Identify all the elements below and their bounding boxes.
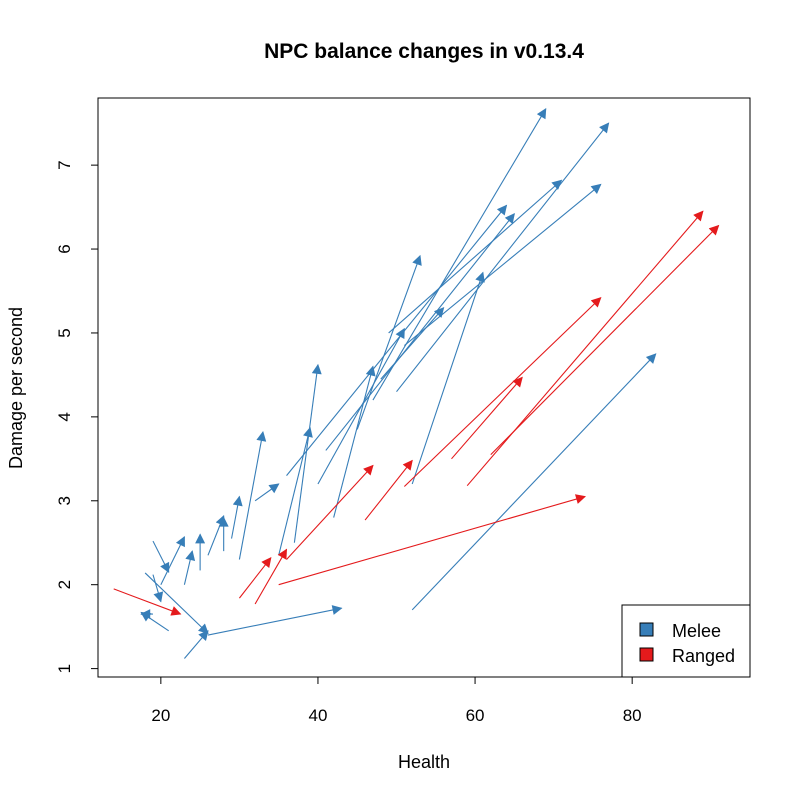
melee-arrow xyxy=(396,122,610,393)
x-tick-label: 40 xyxy=(308,706,327,725)
melee-arrow xyxy=(183,550,196,585)
y-tick-label: 1 xyxy=(55,664,74,673)
y-tick-label: 4 xyxy=(55,412,74,421)
legend-swatch-melee xyxy=(639,622,654,637)
melee-arrow xyxy=(388,179,563,334)
melee-arrow xyxy=(293,363,322,543)
legend-swatch-ranged xyxy=(639,647,654,662)
melee-arrow xyxy=(278,426,313,556)
melee-arrow xyxy=(356,254,422,430)
melee-arrow xyxy=(333,365,376,518)
ranged-arrow xyxy=(451,376,523,460)
ranged-arrow xyxy=(278,494,586,586)
legend-label-ranged: Ranged xyxy=(672,646,735,666)
x-axis-label: Health xyxy=(398,752,450,772)
melee-arrow xyxy=(152,574,164,603)
chart-title: NPC balance changes in v0.13.4 xyxy=(264,40,584,63)
melee-arrow xyxy=(140,611,170,632)
ranged-arrow xyxy=(254,548,288,605)
melee-arrow xyxy=(231,495,243,539)
melee-arrow xyxy=(207,605,343,636)
x-tick-label: 20 xyxy=(151,706,170,725)
y-axis: 1 2 3 4 5 6 7 xyxy=(55,160,99,673)
melee-arrow xyxy=(144,572,209,635)
ranged-arrow xyxy=(286,464,374,560)
x-tick-label: 80 xyxy=(623,706,642,725)
y-tick-label: 6 xyxy=(55,244,74,253)
melee-arrow xyxy=(238,430,267,560)
melee-arrow xyxy=(286,204,508,476)
melee-arrow xyxy=(372,108,547,401)
melee-arrow xyxy=(411,353,657,611)
y-tick-label: 2 xyxy=(55,580,74,589)
arrows-layer xyxy=(113,108,720,659)
ranged-arrow xyxy=(113,588,182,616)
y-tick-label: 5 xyxy=(55,328,74,337)
plot-frame xyxy=(97,97,751,678)
melee-arrow xyxy=(207,514,226,556)
ranged-arrow xyxy=(490,224,720,456)
legend: Melee Ranged xyxy=(621,604,751,678)
y-tick-label: 3 xyxy=(55,496,74,505)
y-tick-label: 7 xyxy=(55,160,74,169)
legend-label-melee: Melee xyxy=(672,621,721,641)
legend-box xyxy=(621,604,751,678)
x-tick-label: 60 xyxy=(466,706,485,725)
y-axis-label: Damage per second xyxy=(6,307,26,469)
melee-arrow xyxy=(183,630,209,659)
melee-arrow xyxy=(380,307,445,380)
ranged-arrow xyxy=(403,297,602,487)
melee-arrow xyxy=(152,540,170,574)
ranged-arrow xyxy=(466,210,704,487)
melee-arrow xyxy=(404,183,602,346)
ranged-arrow xyxy=(364,459,413,521)
ranged-arrow xyxy=(238,557,272,599)
melee-arrow xyxy=(411,271,485,485)
melee-arrow xyxy=(160,535,185,585)
melee-arrow xyxy=(254,483,280,502)
x-axis: 20 40 60 80 xyxy=(151,676,642,725)
